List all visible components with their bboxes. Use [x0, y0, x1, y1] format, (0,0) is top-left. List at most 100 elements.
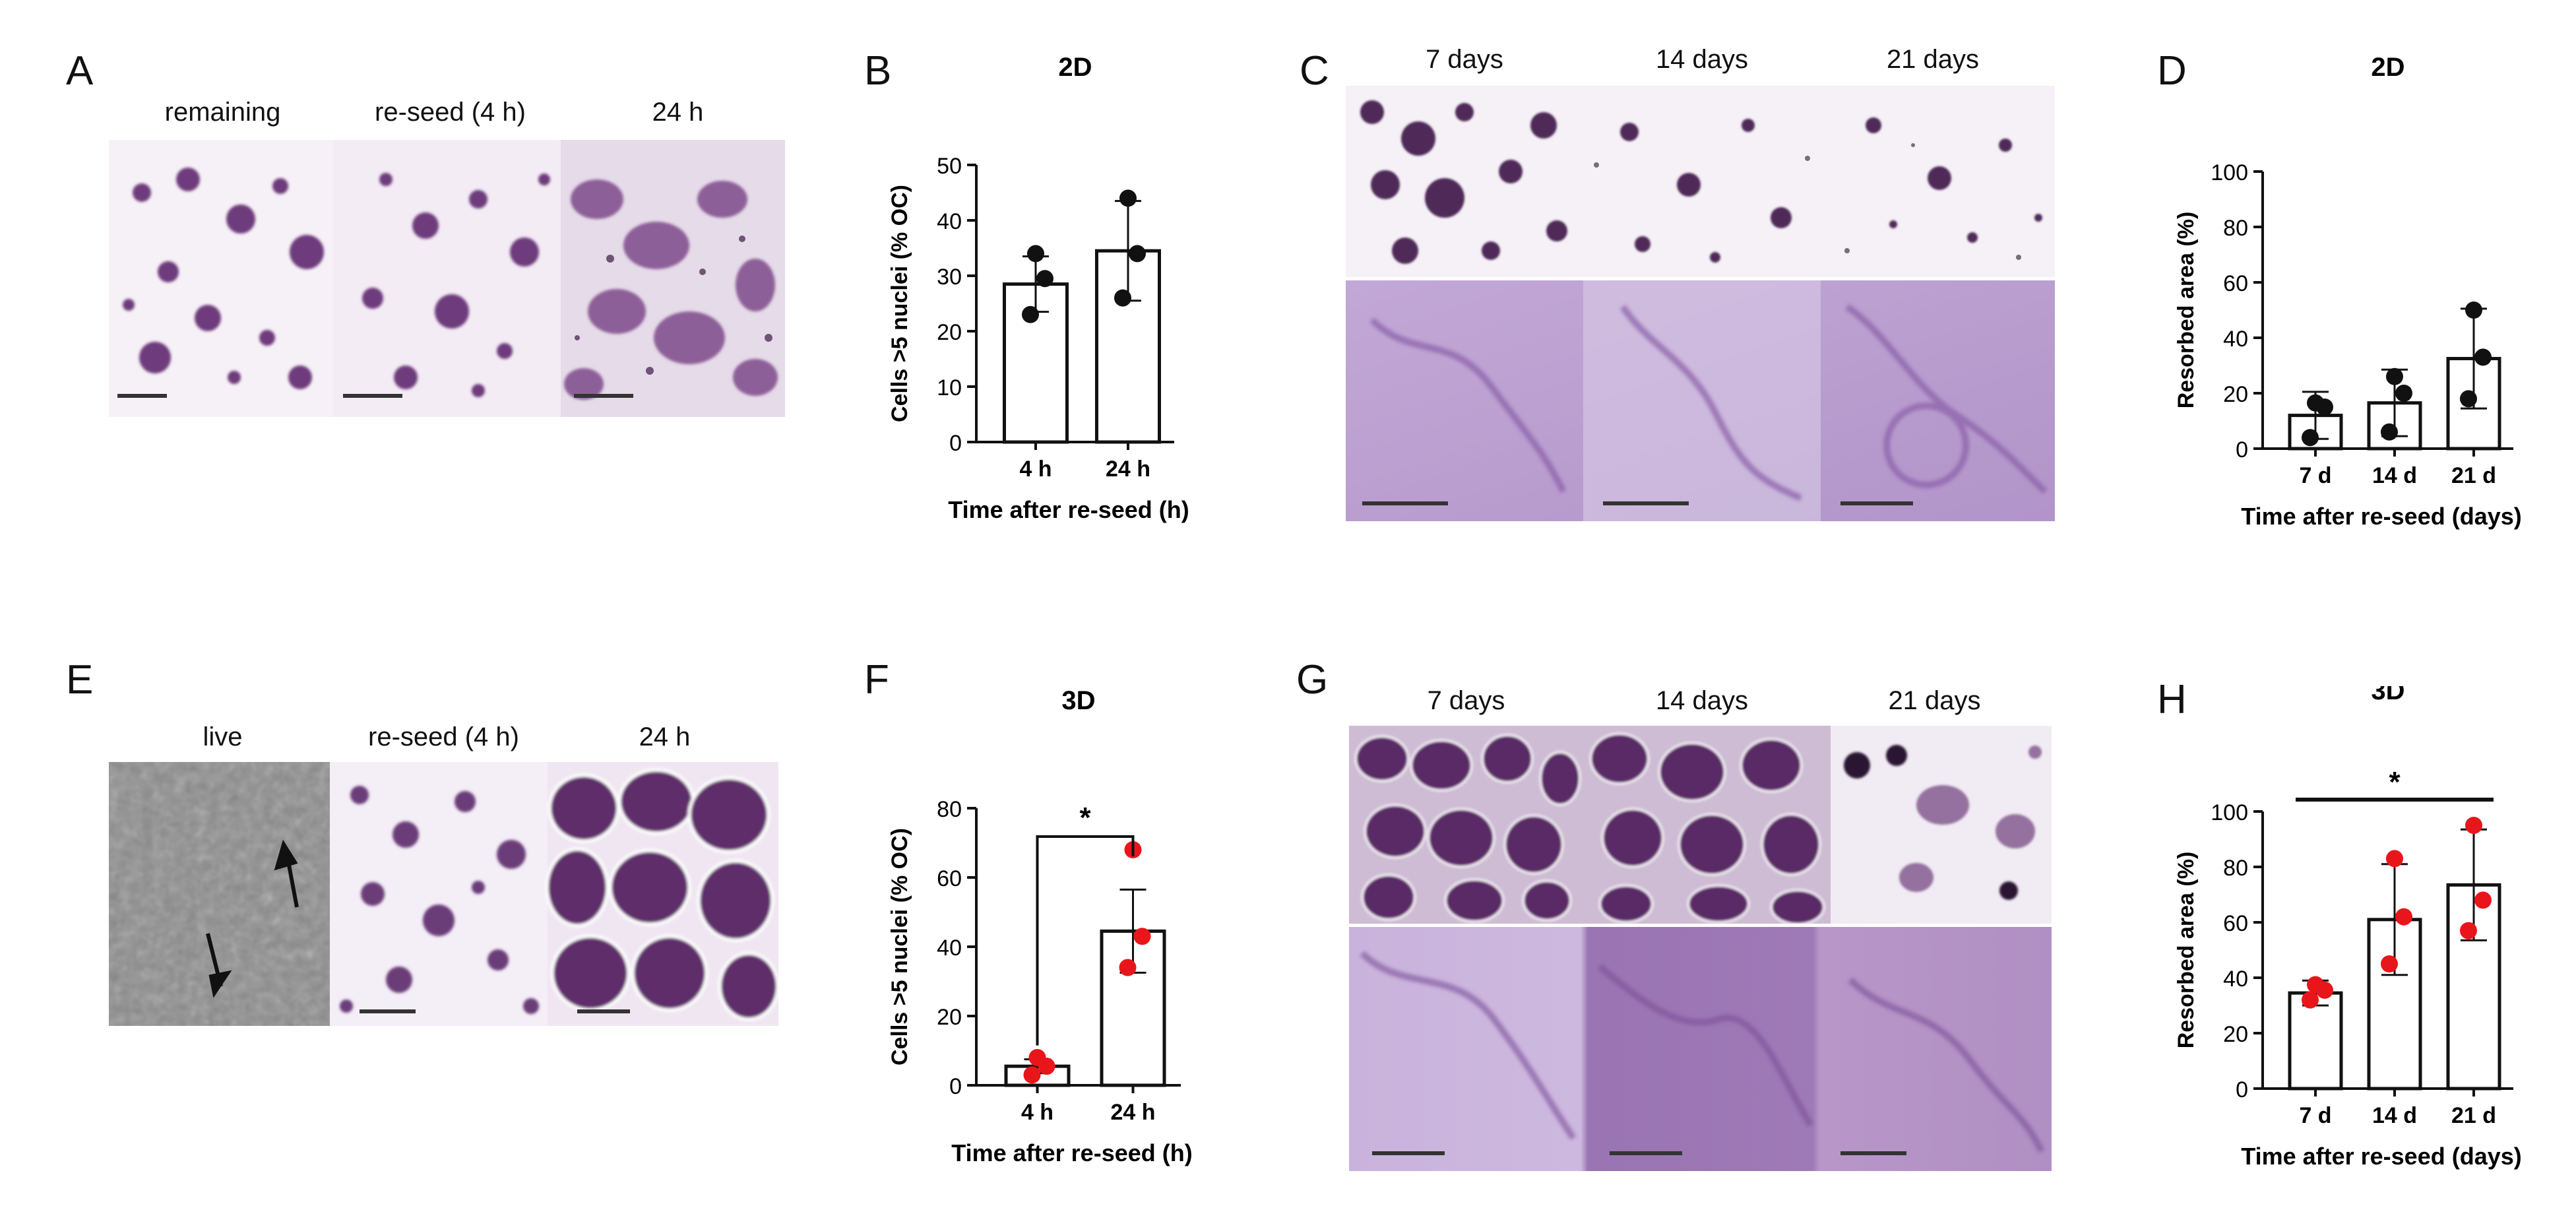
chart-h-y-tick-label: 80	[2223, 856, 2248, 881]
scale-bar-c-bottom-1	[1362, 501, 1448, 505]
chart-f-data-point	[1119, 959, 1137, 976]
chart-f-y-tick-label: 60	[937, 866, 962, 891]
chart-b-y-tick-label: 40	[937, 209, 962, 234]
chart-h-data-point	[2474, 891, 2492, 909]
chart-h-y-tick-label: 40	[2223, 967, 2248, 992]
scale-bar-a1	[117, 394, 167, 398]
chart-h-data-point	[2395, 908, 2412, 926]
micrograph-panel-c-bottom	[1346, 280, 2055, 521]
panel-letter-c: C	[1300, 48, 1329, 94]
chart-d-data-point	[2316, 398, 2333, 416]
chart-h-data-point	[2381, 955, 2398, 972]
chart-d-x-tick-label: 21 d	[2451, 463, 2496, 488]
chart-d-data-point	[2302, 429, 2319, 447]
panel-letter-a: A	[66, 48, 94, 94]
chart-b-data-point	[1022, 305, 1039, 323]
micrograph-panel-c-bottom-image	[1346, 280, 2055, 521]
chart-h-y-tick-label: 60	[2223, 911, 2248, 936]
panel-e-label-3: 24 h	[639, 722, 691, 751]
chart-d-data-point	[2465, 302, 2482, 319]
chart-f-x-tick-label: 4 h	[1021, 1100, 1053, 1125]
chart-d-data-point	[2381, 423, 2398, 441]
scale-bar-e3	[577, 1009, 630, 1013]
chart-d-y-tick-label: 60	[2223, 271, 2248, 296]
chart-b-data-point	[1119, 189, 1137, 207]
scale-bar-e2	[360, 1009, 416, 1013]
micrograph-panel-g-bottom-image	[1349, 927, 2052, 1171]
chart-f-y-label: Cells >5 nuclei (% OC)	[887, 828, 912, 1065]
scale-bar-c-bottom-3	[1840, 501, 1913, 505]
chart-d: 2D 0 20 40 60 80 100 Resorbed area (%) Time afte…	[2174, 53, 2522, 530]
chart-b-data-point	[1036, 270, 1053, 288]
micrograph-panel-g-top	[1349, 726, 2052, 924]
panel-letter-b: B	[864, 48, 892, 94]
micrograph-panel-a	[109, 140, 785, 417]
micrograph-panel-g-top-image	[1349, 726, 2052, 924]
panel-letter-h: H	[2157, 677, 2187, 722]
chart-f-x-label: Time after re-seed (h)	[951, 1139, 1192, 1166]
chart-h-y-tick-label: 20	[2223, 1022, 2248, 1047]
chart-b-y-tick-label: 30	[937, 265, 962, 290]
chart-d-title: 2D	[2371, 53, 2404, 82]
chart-h-y-tick-label: 0	[2236, 1077, 2248, 1102]
chart-b-x-tick-label: 4 h	[1019, 457, 1052, 482]
panel-e-label-1: live	[203, 722, 243, 751]
scale-bar-g-bottom-2	[1610, 1151, 1682, 1155]
micrograph-panel-g-bottom	[1349, 927, 2052, 1171]
chart-b-y-tick-label: 0	[949, 431, 962, 456]
chart-f-y-tick-label: 80	[937, 797, 962, 822]
chart-f-y-tick-label: 0	[949, 1074, 962, 1099]
chart-b-y-tick-label: 20	[937, 320, 962, 345]
chart-f-y-tick-label: 20	[937, 1005, 962, 1030]
panel-letter-e: E	[66, 657, 94, 703]
chart-h-y-label: Resorbed area (%)	[2174, 852, 2199, 1049]
scale-bar-g-bottom-3	[1840, 1151, 1906, 1155]
chart-d-x-tick-label: 14 d	[2372, 463, 2417, 488]
panel-letter-f: F	[864, 657, 889, 703]
chart-h: 3D 0 20 40 60 80 100 Resorbed area (%) Time afte…	[2174, 686, 2522, 1170]
chart-d-y-tick-label: 20	[2223, 382, 2248, 407]
chart-b-y-label: Cells >5 nuclei (% OC)	[887, 185, 912, 422]
scale-bar-g-bottom-1	[1372, 1151, 1445, 1155]
micrograph-panel-e-image	[109, 762, 778, 1026]
panel-c-label-1: 7 days	[1426, 45, 1503, 74]
scale-bar-c-bottom-2	[1603, 501, 1689, 505]
panel-letter-g: G	[1296, 657, 1329, 703]
arrow-icon	[206, 839, 299, 998]
chart-h-x-tick-label: 7 d	[2299, 1103, 2331, 1128]
micrograph-panel-a-image	[109, 140, 785, 417]
chart-d-y-tick-label: 0	[2236, 437, 2248, 462]
chart-d-data-point	[2395, 385, 2412, 402]
chart-f: 3D 0 20 40 60 80 Cells >5 nuclei (% OC) Time af…	[887, 686, 1193, 1166]
chart-h-x-tick-label: 14 d	[2372, 1103, 2417, 1128]
chart-f-title: 3D	[1061, 686, 1095, 715]
chart-h-data-point	[2465, 817, 2482, 834]
chart-d-y-tick-label: 40	[2223, 327, 2248, 352]
chart-b-data-point	[1027, 245, 1044, 263]
chart-b-data-point	[1114, 289, 1131, 307]
chart-d-y-label: Resorbed area (%)	[2174, 212, 2199, 409]
chart-d-data-point	[2386, 367, 2403, 385]
chart-b-title: 2D	[1058, 53, 1092, 82]
chart-f-x-tick-label: 24 h	[1110, 1100, 1155, 1125]
scale-bar-a2	[343, 394, 402, 398]
chart-h-data-point	[2386, 850, 2403, 868]
micrograph-panel-c-top	[1346, 86, 2055, 277]
scale-bar-a3	[574, 394, 633, 398]
chart-h-x-label: Time after re-seed (days)	[2241, 1143, 2522, 1170]
panel-a-label-2: re-seed (4 h)	[375, 98, 526, 127]
micrograph-panel-e	[109, 762, 778, 1026]
chart-b-y-tick-label: 10	[937, 375, 962, 400]
chart-h-data-point	[2460, 922, 2477, 939]
panel-g-label-3: 21 days	[1888, 686, 1981, 715]
panel-g-label-2: 14 days	[1655, 686, 1749, 715]
chart-h-significance-star: *	[2389, 766, 2401, 798]
chart-b-y-tick-label: 50	[937, 154, 962, 179]
panel-letter-d: D	[2157, 48, 2187, 94]
chart-f-significance-bracket	[1036, 835, 1135, 1046]
chart-d-y-tick-label: 100	[2211, 160, 2248, 185]
chart-h-data-point	[2316, 981, 2333, 999]
chart-d-data-point	[2460, 390, 2477, 408]
chart-b: 2D 0 10 20 30 40 50 Cells >5 nuclei (% OC) Time …	[887, 53, 1189, 523]
chart-d-data-point	[2474, 348, 2492, 366]
